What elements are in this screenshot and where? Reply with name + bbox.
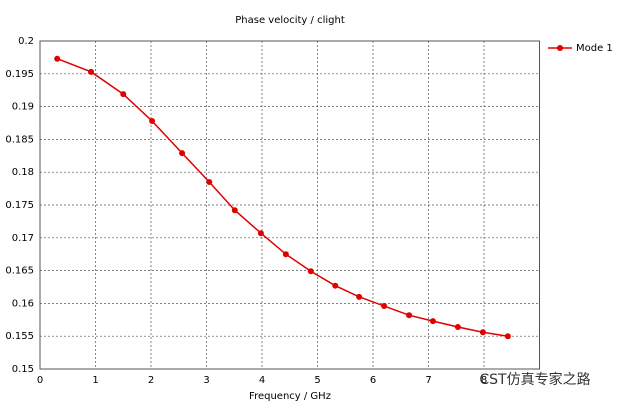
data-point xyxy=(88,68,95,75)
data-point xyxy=(381,303,388,310)
y-tick-label: 0.165 xyxy=(5,266,34,277)
data-point xyxy=(307,268,314,275)
data-point xyxy=(149,118,156,125)
data-point xyxy=(406,312,413,319)
y-tick-label: 0.19 xyxy=(12,102,34,113)
y-tick-label: 0.155 xyxy=(5,331,34,342)
chart-title: Phase velocity / clight xyxy=(235,15,345,26)
y-tick-label: 0.195 xyxy=(5,69,34,80)
data-point xyxy=(282,251,289,258)
y-tick-label: 0.18 xyxy=(12,167,34,178)
watermark: CST仿真专家之路 xyxy=(479,371,590,388)
y-tick-label: 0.15 xyxy=(12,364,34,375)
data-point xyxy=(257,230,264,237)
data-point xyxy=(231,207,238,214)
legend-label: Mode 1 xyxy=(576,43,613,54)
data-point xyxy=(120,91,127,98)
y-tick-label: 0.175 xyxy=(5,200,34,211)
x-tick-label: 1 xyxy=(92,375,98,386)
series-line xyxy=(56,58,508,337)
data-point xyxy=(356,293,363,300)
y-tick-label: 0.17 xyxy=(12,233,34,244)
y-tick-label: 0.16 xyxy=(12,298,34,309)
data-point xyxy=(332,282,339,289)
x-tick-label: 3 xyxy=(203,375,209,386)
x-tick-label: 5 xyxy=(314,375,320,386)
x-tick-label: 6 xyxy=(370,375,376,386)
data-point xyxy=(504,333,511,340)
data-point xyxy=(479,329,486,336)
data-point xyxy=(429,318,436,325)
data-point xyxy=(54,55,61,62)
x-tick-label: 0 xyxy=(37,375,43,386)
x-tick-label: 4 xyxy=(259,375,265,386)
x-tick-label: 8 xyxy=(481,375,487,386)
data-point xyxy=(179,150,186,157)
data-point xyxy=(206,179,213,186)
x-tick-label: 2 xyxy=(148,375,154,386)
x-axis-label: Frequency / GHz xyxy=(249,391,331,402)
y-tick-label: 0.185 xyxy=(5,134,34,145)
y-tick-label: 0.2 xyxy=(18,36,34,47)
x-tick-label: 7 xyxy=(425,375,431,386)
data-point xyxy=(454,324,461,331)
legend-marker xyxy=(557,45,563,51)
